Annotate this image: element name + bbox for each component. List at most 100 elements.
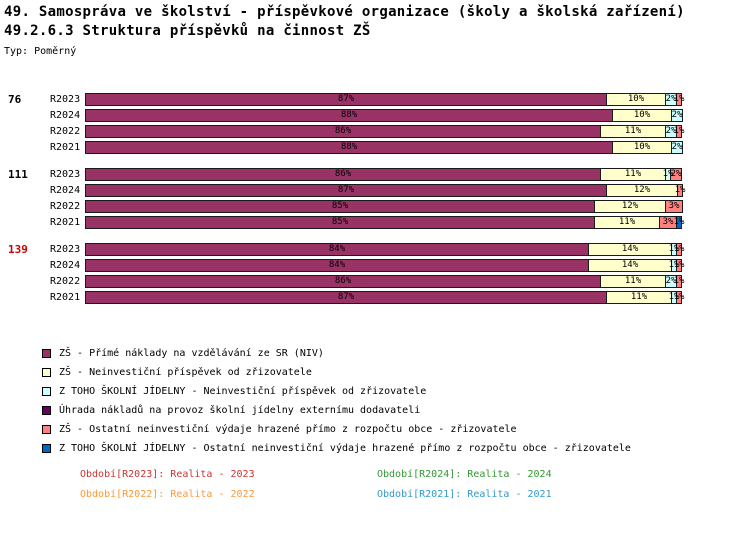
bar-track: 85% 12% 3% bbox=[85, 200, 685, 213]
segment-value-label: 1% bbox=[673, 260, 685, 270]
bar-track: 86% 11% 2% 1% bbox=[85, 125, 685, 138]
bar-segment-ostatni: 1% bbox=[674, 291, 684, 304]
segment-value-label: 86% bbox=[334, 276, 352, 286]
legend-item-niv: ZŠ - Přímé náklady na vzdělávání ze SR (… bbox=[42, 344, 631, 363]
legend-item-externi-dodavatel: Úhrada nákladů na provoz školní jídelny … bbox=[42, 401, 631, 420]
segment-value-label: 1% bbox=[673, 126, 685, 136]
bar-segment-niv: 84% bbox=[85, 259, 589, 272]
legend-label: Z TOHO ŠKOLNÍ JÍDELNY - Neinvestiční pří… bbox=[59, 386, 427, 397]
bar-segment-jidelna-prispevek: 1% bbox=[669, 291, 679, 304]
segment-value-label: 3% bbox=[668, 201, 680, 211]
footer: Období[R2023]: Realita - 2023 Období[R202… bbox=[80, 469, 552, 500]
bar-segment-prispevek: 11% bbox=[600, 168, 666, 181]
period-label: R2024 bbox=[50, 260, 81, 271]
group-label: 76 bbox=[8, 93, 22, 106]
segment-value-label: 11% bbox=[618, 217, 636, 227]
bar-segment-prispevek: 12% bbox=[606, 184, 678, 197]
bar-segment-prispevek: 11% bbox=[600, 125, 666, 138]
bar-segment-niv: 87% bbox=[85, 291, 607, 304]
bar-segment-ostatni: 1% bbox=[674, 243, 684, 256]
bar-row: 139 R2023 84% 14% 1% 1% bbox=[8, 243, 685, 256]
bar-segment-niv: 84% bbox=[85, 243, 589, 256]
bar-row: R2024 88% 10% 2% bbox=[8, 109, 685, 122]
bar-segment-ostatni: 1% bbox=[673, 259, 685, 272]
segment-value-label: 88% bbox=[340, 110, 358, 120]
segment-value-label: 11% bbox=[624, 126, 642, 136]
legend-swatch bbox=[42, 387, 51, 396]
legend-label: Úhrada nákladů na provoz školní jídelny … bbox=[59, 405, 421, 416]
bar-segment-prispevek: 14% bbox=[588, 259, 672, 272]
group-label: 139 bbox=[8, 243, 28, 256]
segment-value-label: 87% bbox=[337, 185, 355, 195]
segment-value-label: 10% bbox=[627, 94, 645, 104]
bar-row: R2022 86% 11% 2% 1% bbox=[8, 125, 685, 138]
bar-segment-prispevek: 12% bbox=[594, 200, 666, 213]
segment-value-label: 12% bbox=[633, 185, 651, 195]
legend-swatch bbox=[42, 406, 51, 415]
segment-value-label: 1% bbox=[674, 185, 686, 195]
legend-label: Z TOHO ŠKOLNÍ JÍDELNY - Ostatní neinvest… bbox=[59, 443, 631, 454]
segment-value-label: 84% bbox=[328, 260, 346, 270]
segment-value-label: 86% bbox=[334, 126, 352, 136]
legend-swatch bbox=[42, 349, 51, 358]
bar-segment-niv: 86% bbox=[85, 168, 601, 181]
bar-segment-ostatni: 3% bbox=[665, 200, 683, 213]
segment-value-label: 86% bbox=[334, 169, 352, 179]
segment-value-label: 10% bbox=[633, 110, 651, 120]
bar-segment-niv: 87% bbox=[85, 184, 607, 197]
bar-row: R2022 86% 11% 2% 1% bbox=[8, 275, 685, 288]
period-label: R2022 bbox=[50, 201, 81, 212]
segment-value-label: 1% bbox=[673, 276, 685, 286]
bar-segment-niv: 85% bbox=[85, 200, 595, 213]
period-caption: Období[R2024]: Realita - 2024 bbox=[377, 469, 552, 480]
segment-value-label: 11% bbox=[624, 169, 642, 179]
segment-value-label: 87% bbox=[337, 292, 355, 302]
period-label: R2024 bbox=[50, 185, 81, 196]
legend-item-jidelna-prispevek: Z TOHO ŠKOLNÍ JÍDELNY - Neinvestiční pří… bbox=[42, 382, 631, 401]
period-label: R2022 bbox=[50, 276, 81, 287]
segment-value-label: 2% bbox=[665, 126, 677, 136]
segment-value-label: 1% bbox=[673, 94, 685, 104]
bar-segment-jidelna-prispevek: 2% bbox=[671, 109, 683, 122]
segment-value-label: 10% bbox=[633, 142, 651, 152]
segment-value-label: 2% bbox=[671, 142, 683, 152]
period-caption: Období[R2022]: Realita - 2022 bbox=[80, 489, 255, 500]
segment-value-label: 2% bbox=[665, 276, 677, 286]
bar-track: 86% 11% 1% 2% bbox=[85, 168, 685, 181]
legend-item-prispevek: ZŠ - Neinvestiční příspěvek od zřizovate… bbox=[42, 363, 631, 382]
bar-group: 139 R2023 84% 14% 1% 1% R2024 84% 14% 1% 1% R2022 86… bbox=[8, 243, 685, 304]
bar-track: 84% 14% 1% 1% bbox=[85, 259, 685, 272]
chart-title: 49.2.6.3 Struktura příspěvků na činnost … bbox=[4, 23, 371, 39]
bar-row: 111 R2023 86% 11% 1% 2% bbox=[8, 168, 685, 181]
bar-row: R2021 88% 10% 2% bbox=[8, 141, 685, 154]
segment-value-label: 14% bbox=[621, 260, 639, 270]
bar-track: 87% 12% 1% bbox=[85, 184, 685, 197]
segment-value-label: 1% bbox=[673, 217, 685, 227]
segment-value-label: 1% bbox=[668, 244, 680, 254]
segment-value-label: 11% bbox=[630, 292, 648, 302]
segment-value-label: 84% bbox=[328, 244, 346, 254]
legend-swatch bbox=[42, 444, 51, 453]
period-label: R2021 bbox=[50, 142, 81, 153]
bar-segment-niv: 87% bbox=[85, 93, 607, 106]
segment-value-label: 88% bbox=[340, 142, 358, 152]
segment-value-label: 11% bbox=[624, 276, 642, 286]
bar-segment-prispevek: 11% bbox=[600, 275, 666, 288]
bar-segment-jidelna-ostatni: 1% bbox=[673, 216, 685, 229]
period-label: R2022 bbox=[50, 126, 81, 137]
chart-type-label: Typ: Poměrný bbox=[4, 46, 77, 57]
legend-label: ZŠ - Přímé náklady na vzdělávání ze SR (… bbox=[59, 348, 324, 359]
period-label: R2021 bbox=[50, 292, 81, 303]
bar-segment-niv: 86% bbox=[85, 275, 601, 288]
bar-track: 85% 11% 3% 1% bbox=[85, 216, 685, 229]
bar-track: 88% 10% 2% bbox=[85, 109, 685, 122]
period-label: R2023 bbox=[50, 244, 81, 255]
legend-swatch bbox=[42, 368, 51, 377]
bar-segment-jidelna-prispevek: 1% bbox=[669, 259, 679, 272]
chart-area: 76 R2023 87% 10% 2% 1% R2024 88% 10% 2% R2022 86% 11… bbox=[8, 93, 685, 318]
bar-segment-niv: 86% bbox=[85, 125, 601, 138]
segment-value-label: 2% bbox=[670, 169, 682, 179]
bar-segment-ostatni: 2% bbox=[670, 168, 682, 181]
bar-track: 86% 11% 2% 1% bbox=[85, 275, 685, 288]
